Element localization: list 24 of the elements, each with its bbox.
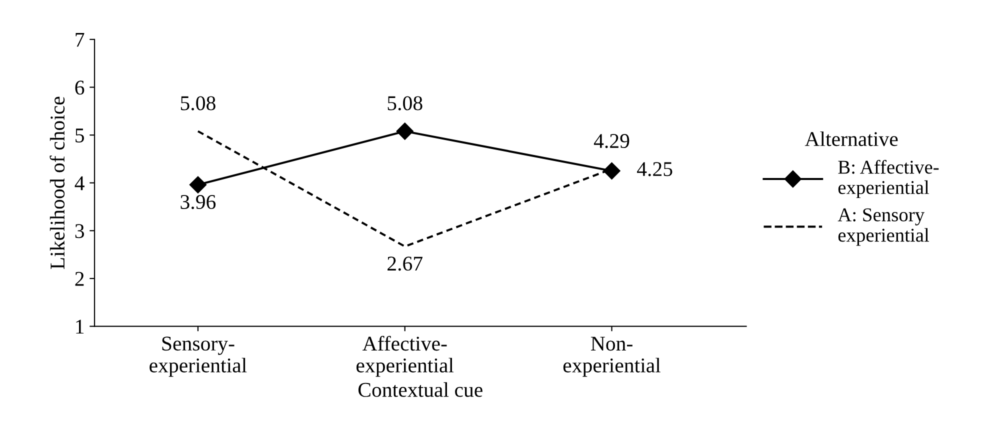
data-label: 2.67 — [388, 256, 422, 271]
y-tick-label: 1 — [76, 320, 84, 334]
y-tick-label: 7 — [76, 33, 84, 47]
y-axis-title: Likelihood of choice — [50, 96, 65, 270]
x-tick-label: Affective- experiential — [356, 336, 454, 377]
x-tick-label: Non- experiential — [563, 336, 661, 377]
point — [396, 122, 414, 140]
y-tick-label: 6 — [75, 80, 84, 95]
legend-label: A: Sensory experiential — [838, 208, 930, 246]
point — [603, 162, 620, 180]
data-label: 4.25 — [637, 162, 672, 176]
data-label: 4.29 — [594, 134, 630, 148]
x-tick-label: Sensory- experiential — [150, 336, 247, 377]
legend-label: B: Affective- experiential — [838, 160, 939, 198]
x-axis-title: Contextual cue — [358, 382, 482, 397]
y-tick-label: 4 — [74, 176, 84, 190]
y-tick-label: 2 — [75, 272, 84, 286]
point — [189, 176, 207, 194]
legend-title: Alternative — [804, 131, 898, 146]
y-tick-label: 5 — [76, 128, 84, 142]
data-label: 3.96 — [180, 195, 216, 210]
data-label: 5.08 — [180, 96, 216, 110]
data-label: 5.08 — [388, 96, 422, 110]
y-tick-label: 3 — [75, 224, 84, 238]
